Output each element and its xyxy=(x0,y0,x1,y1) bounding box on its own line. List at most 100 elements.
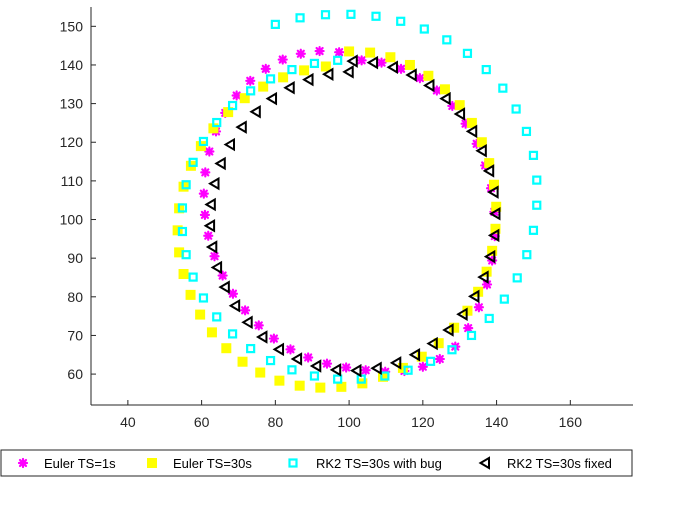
data-point xyxy=(473,302,484,313)
legend-label: Euler TS=30s xyxy=(173,456,252,471)
data-point xyxy=(206,327,217,338)
data-point xyxy=(395,63,407,74)
data-point xyxy=(309,58,320,69)
data-point xyxy=(498,83,508,93)
data-points xyxy=(172,9,542,393)
data-point xyxy=(209,251,220,262)
data-point xyxy=(463,323,474,334)
data-point xyxy=(385,52,396,63)
data-point xyxy=(453,107,466,121)
y-tick-label: 80 xyxy=(67,289,83,305)
data-point xyxy=(200,167,211,178)
legend: Euler TS=1s Euler TS=30s RK2 TS=30s with b… xyxy=(0,449,633,477)
data-point xyxy=(403,365,413,375)
data-point xyxy=(212,117,222,128)
data-point xyxy=(235,120,247,134)
data-point xyxy=(349,363,362,378)
data-point xyxy=(488,206,501,221)
data-point xyxy=(329,363,342,377)
data-point xyxy=(376,57,387,68)
plot-area xyxy=(91,7,633,405)
data-point xyxy=(231,90,242,101)
data-point xyxy=(521,126,532,137)
data-point xyxy=(203,218,216,233)
data-point xyxy=(172,225,183,236)
data-point xyxy=(447,100,458,112)
data-point xyxy=(346,54,358,68)
data-point xyxy=(449,322,460,333)
data-point xyxy=(447,345,457,355)
data-point xyxy=(287,365,297,375)
data-point xyxy=(396,16,406,26)
data-point xyxy=(185,289,196,300)
data-point xyxy=(309,359,322,373)
data-point xyxy=(371,11,381,21)
data-point xyxy=(344,46,355,57)
data-point xyxy=(333,55,343,65)
data-point xyxy=(356,55,367,66)
data-point xyxy=(228,298,241,313)
data-point xyxy=(321,67,334,81)
data-point xyxy=(221,343,232,354)
data-point xyxy=(416,351,427,362)
y-tick-label: 140 xyxy=(60,57,84,73)
data-point xyxy=(476,137,487,148)
legend-label: RK2 TS=30s with bug xyxy=(316,456,442,471)
data-point xyxy=(198,188,209,199)
data-point xyxy=(342,65,354,79)
data-point xyxy=(253,320,264,331)
data-point xyxy=(370,361,382,376)
legend-entry: RK2 TS=30s fixed xyxy=(478,456,612,471)
legend-entry: Euler TS=1s xyxy=(17,456,116,471)
y-tick-label: 150 xyxy=(60,18,84,34)
data-point xyxy=(487,228,500,243)
data-point xyxy=(423,70,434,81)
data-point xyxy=(511,104,521,114)
axis-ticks: 40 60 80 100 120 140 160 60 70 80 90 100 110 120 130 14… xyxy=(60,18,583,430)
data-point xyxy=(265,74,276,84)
data-point xyxy=(295,48,306,59)
data-point xyxy=(467,289,480,304)
legend-label: RK2 TS=30s fixed xyxy=(507,456,612,471)
data-point xyxy=(272,342,285,357)
data-point xyxy=(442,323,454,337)
data-point xyxy=(333,374,343,384)
data-point xyxy=(227,329,238,339)
data-point xyxy=(249,104,261,119)
data-point xyxy=(218,280,230,294)
data-point xyxy=(212,312,222,322)
data-point xyxy=(198,293,209,303)
data-point xyxy=(246,343,256,354)
data-point xyxy=(255,330,268,344)
data-point xyxy=(258,81,269,92)
data-point xyxy=(483,249,496,264)
y-tick-label: 120 xyxy=(60,134,84,150)
plot-axes xyxy=(90,7,633,406)
legend-entry: RK2 TS=30s with bug xyxy=(288,456,442,471)
data-point xyxy=(408,348,421,362)
data-point xyxy=(417,361,428,372)
x-tick-label: 120 xyxy=(411,414,435,430)
data-point xyxy=(532,175,542,185)
data-point xyxy=(462,48,473,58)
data-point xyxy=(315,382,326,393)
x-tick-label: 60 xyxy=(194,414,210,430)
legend-label: Euler TS=1s xyxy=(44,456,116,471)
data-point xyxy=(389,356,402,370)
data-point xyxy=(237,356,248,367)
data-point xyxy=(277,54,288,65)
data-point xyxy=(334,47,345,58)
data-point xyxy=(360,365,371,376)
data-point xyxy=(482,164,495,178)
data-point xyxy=(177,226,188,237)
data-point xyxy=(240,305,251,316)
data-point xyxy=(178,269,189,280)
data-point xyxy=(255,367,266,378)
series-3 xyxy=(177,9,542,384)
data-point xyxy=(223,137,236,152)
legend-marker xyxy=(17,457,29,469)
data-point xyxy=(320,10,331,20)
data-point xyxy=(285,344,296,355)
data-point xyxy=(227,288,239,299)
